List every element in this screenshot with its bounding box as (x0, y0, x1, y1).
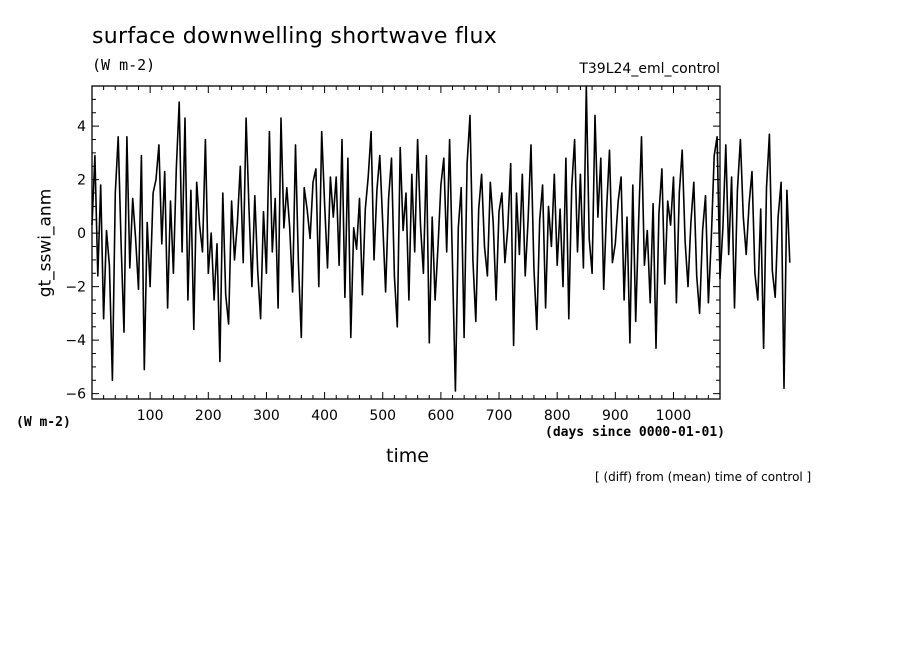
y-tick-label: −2 (65, 280, 86, 296)
x-axis-units: (days since 0000-01-01) (545, 425, 726, 440)
x-tick-label: 700 (486, 408, 513, 424)
y-axis-units: (W m-2) (16, 415, 71, 430)
x-axis-label: time (386, 445, 429, 467)
run-label: T39L24_eml_control (579, 61, 720, 77)
x-tick-label: 1000 (656, 408, 692, 424)
tick-labels: 100 200 300 400 500 600 700 800 900 1000 −6 −4 −2 0 2 4 (65, 119, 691, 424)
x-tick-label: 900 (602, 408, 629, 424)
chart-subtitle-units: (W m-2) (92, 56, 156, 74)
y-tick-label: 0 (77, 226, 86, 242)
series-group (91, 85, 791, 392)
x-tick-label: 100 (137, 408, 164, 424)
y-tick-label: −4 (65, 333, 86, 349)
x-tick-label: 400 (311, 408, 338, 424)
y-tick-label: 2 (77, 173, 86, 189)
plot-frame (91, 85, 721, 400)
x-tick-label: 800 (544, 408, 571, 424)
y-tick-label: −6 (65, 387, 86, 403)
series-line-0 (91, 85, 791, 392)
x-tick-label: 600 (428, 408, 455, 424)
x-tick-label: 200 (195, 408, 222, 424)
x-tick-label: 300 (253, 408, 280, 424)
y-tick-label: 4 (77, 119, 86, 135)
x-tick-label: 500 (369, 408, 396, 424)
chart-note: [ (diff) from (mean) time of control ] (595, 470, 812, 484)
chart-title: surface downwelling shortwave flux (92, 24, 498, 49)
